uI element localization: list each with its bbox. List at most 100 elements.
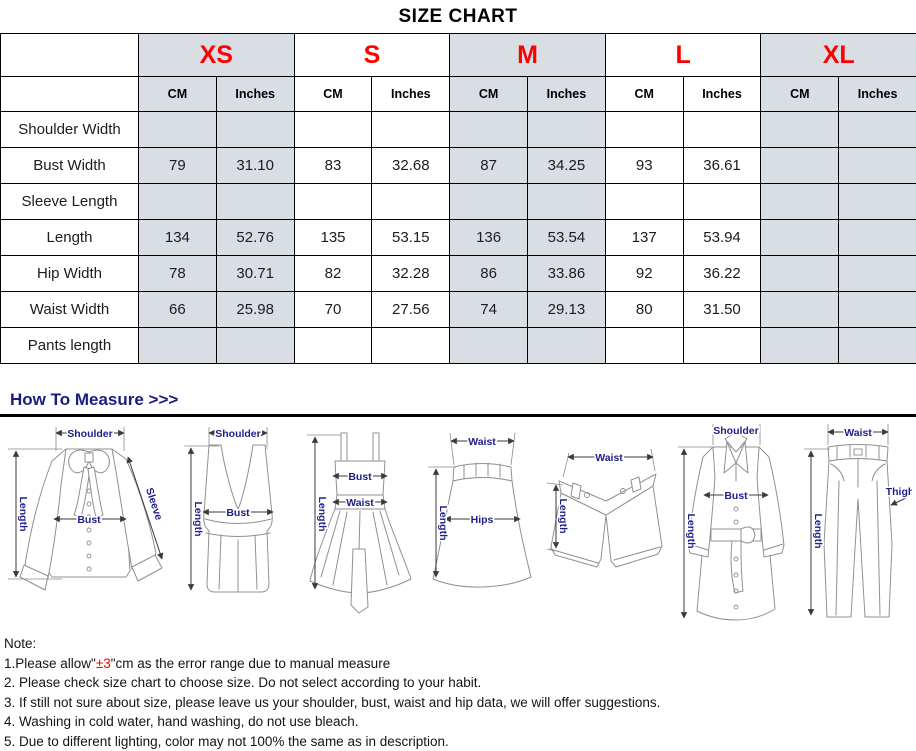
table-cell: 32.28	[372, 256, 450, 292]
notes-heading: Note:	[4, 634, 916, 654]
waist-label: Waist	[468, 436, 496, 448]
row-label: Length	[1, 220, 139, 256]
unit-header: CM	[294, 77, 372, 112]
table-cell: 93	[605, 148, 683, 184]
note-1-tolerance: ±3	[96, 656, 111, 671]
table-cell: 36.61	[683, 148, 761, 184]
unit-header: Inches	[372, 77, 450, 112]
unit-header: CM	[450, 77, 528, 112]
table-cell	[839, 256, 916, 292]
table-cell	[839, 292, 916, 328]
unit-header: Inches	[216, 77, 294, 112]
waist-label: Waist	[844, 427, 872, 439]
table-cell: 92	[605, 256, 683, 292]
corner-cell	[1, 34, 139, 77]
bust-label: Bust	[348, 471, 372, 483]
length-label: Length	[437, 506, 449, 541]
table-cell	[683, 328, 761, 364]
length-label: Length	[316, 497, 328, 532]
note-line-5: 5. Due to different lighting, color may …	[4, 732, 916, 751]
table-row: Shoulder Width	[1, 112, 916, 148]
bust-label: Bust	[227, 507, 251, 519]
table-row: Length 134 52.76 135 53.15 136 53.54 137…	[1, 220, 916, 256]
table-cell	[450, 112, 528, 148]
unit-header: CM	[605, 77, 683, 112]
note-line-2: 2. Please check size chart to choose siz…	[4, 673, 916, 693]
table-cell: 33.86	[528, 256, 606, 292]
table-cell: 25.98	[216, 292, 294, 328]
table-cell: 66	[139, 292, 217, 328]
table-cell	[139, 328, 217, 364]
table-cell	[761, 220, 839, 256]
table-cell: 53.15	[372, 220, 450, 256]
table-cell	[839, 184, 916, 220]
unit-header: CM	[761, 77, 839, 112]
measure-figures: Shoulder Bust Length Sleeve Shoulder Bus…	[0, 417, 916, 625]
shoulder-label: Shoulder	[216, 428, 262, 440]
table-cell: 87	[450, 148, 528, 184]
table-cell	[761, 112, 839, 148]
table-cell: 29.13	[528, 292, 606, 328]
unit-header-row: CM Inches CM Inches CM Inches CM Inches …	[1, 77, 916, 112]
length-label: Length	[557, 499, 569, 534]
table-cell	[761, 328, 839, 364]
note-line-1: 1.Please allow"±3"cm as the error range …	[4, 654, 916, 674]
hips-label: Hips	[471, 514, 494, 526]
row-label: Waist Width	[1, 292, 139, 328]
unit-header: Inches	[839, 77, 916, 112]
table-cell: 53.54	[528, 220, 606, 256]
coat-figure: Shoulder Bust Length	[675, 419, 797, 624]
table-cell: 79	[139, 148, 217, 184]
note-line-3: 3. If still not sure about size, please …	[4, 693, 916, 713]
table-cell	[605, 112, 683, 148]
table-row: Bust Width 79 31.10 83 32.68 87 34.25 93…	[1, 148, 916, 184]
skirt-figure: Waist Hips Length	[424, 419, 540, 624]
waist-label: Waist	[596, 452, 624, 464]
table-cell	[761, 256, 839, 292]
row-label: Bust Width	[1, 148, 139, 184]
size-chart-table: XS S M L XL CM Inches CM Inches CM Inche…	[0, 33, 916, 364]
table-cell: 74	[450, 292, 528, 328]
table-cell: 136	[450, 220, 528, 256]
row-label: Pants length	[1, 328, 139, 364]
unit-header: Inches	[683, 77, 761, 112]
notes-section: Note: 1.Please allow"±3"cm as the error …	[0, 625, 916, 751]
table-cell: 70	[294, 292, 372, 328]
table-cell: 86	[450, 256, 528, 292]
table-cell	[528, 112, 606, 148]
shoulder-label: Shoulder	[713, 425, 759, 437]
table-cell	[216, 328, 294, 364]
row-label: Hip Width	[1, 256, 139, 292]
blouse-figure: Shoulder Bust Length Sleeve	[4, 419, 176, 624]
size-header-m: M	[450, 34, 606, 77]
table-cell: 82	[294, 256, 372, 292]
table-cell	[761, 292, 839, 328]
unit-header: Inches	[528, 77, 606, 112]
table-cell	[528, 184, 606, 220]
size-header-l: L	[605, 34, 761, 77]
bust-label: Bust	[77, 514, 101, 526]
table-cell	[294, 328, 372, 364]
note-1-prefix: 1.Please allow"	[4, 656, 96, 671]
note-1-suffix: "cm as the error range due to manual mea…	[111, 656, 390, 671]
table-cell	[216, 184, 294, 220]
pants-figure: Waist Thigh Length	[800, 419, 912, 624]
table-cell	[605, 184, 683, 220]
table-cell	[683, 184, 761, 220]
table-cell: 34.25	[528, 148, 606, 184]
size-header-row: XS S M L XL	[1, 34, 916, 77]
note-line-4: 4. Washing in cold water, hand washing, …	[4, 712, 916, 732]
length-label: Length	[812, 514, 824, 549]
unit-header: CM	[139, 77, 217, 112]
table-cell	[450, 184, 528, 220]
table-cell	[761, 184, 839, 220]
table-row: Waist Width 66 25.98 70 27.56 74 29.13 8…	[1, 292, 916, 328]
table-cell: 78	[139, 256, 217, 292]
table-cell	[839, 220, 916, 256]
table-cell	[605, 328, 683, 364]
table-cell	[839, 328, 916, 364]
shorts-figure: Waist Length	[543, 419, 671, 624]
table-cell: 135	[294, 220, 372, 256]
size-header-xs: XS	[139, 34, 295, 77]
table-cell	[294, 184, 372, 220]
